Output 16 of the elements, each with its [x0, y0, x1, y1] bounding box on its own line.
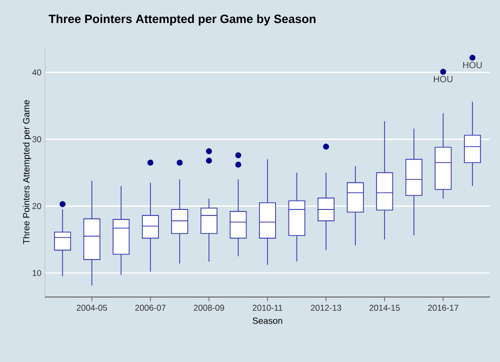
y-tick-label: 10: [32, 270, 42, 276]
x-tick-label: 2012-13: [310, 304, 342, 311]
y-tick-label: 40: [32, 69, 42, 76]
x-tick-label: 2008-09: [194, 304, 224, 311]
y-tick-label: 20: [32, 203, 42, 210]
y-tick-label: 30: [32, 136, 42, 142]
x-tick-label: 2010-11: [252, 304, 282, 311]
annotation: HOU: [463, 62, 482, 68]
x-axis-title: Season: [252, 318, 282, 324]
x-tick-label: 2006-07: [135, 304, 166, 311]
annotation: HOU: [434, 76, 452, 82]
y-axis-title: Three Pointers Attempted per Game: [22, 100, 32, 244]
x-tick-label: 2004-05: [76, 304, 108, 311]
x-tick-label: 2016-17: [428, 304, 458, 311]
chart-title: Three Pointers Attempted per Game by Season: [48, 14, 316, 26]
x-tick-label: 2014-15: [369, 304, 400, 311]
